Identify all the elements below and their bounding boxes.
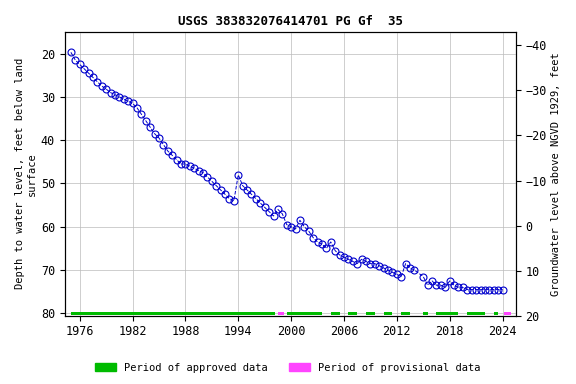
Bar [278, 312, 284, 315]
Bar [384, 312, 392, 315]
Bar [331, 312, 340, 315]
Bar [348, 312, 357, 315]
Bar [287, 312, 322, 315]
Y-axis label: Groundwater level above NGVD 1929, feet: Groundwater level above NGVD 1929, feet [551, 52, 561, 296]
Bar [71, 312, 275, 315]
Title: USGS 383832076414701 PG Gf  35: USGS 383832076414701 PG Gf 35 [178, 15, 403, 28]
Bar [423, 312, 427, 315]
Bar [401, 312, 410, 315]
Bar [494, 312, 498, 315]
Legend: Period of approved data, Period of provisional data: Period of approved data, Period of provi… [91, 359, 485, 377]
Y-axis label: Depth to water level, feet below land
surface: Depth to water level, feet below land su… [15, 58, 37, 290]
Bar [366, 312, 375, 315]
Bar [467, 312, 485, 315]
Bar [504, 312, 511, 315]
Bar [437, 312, 458, 315]
